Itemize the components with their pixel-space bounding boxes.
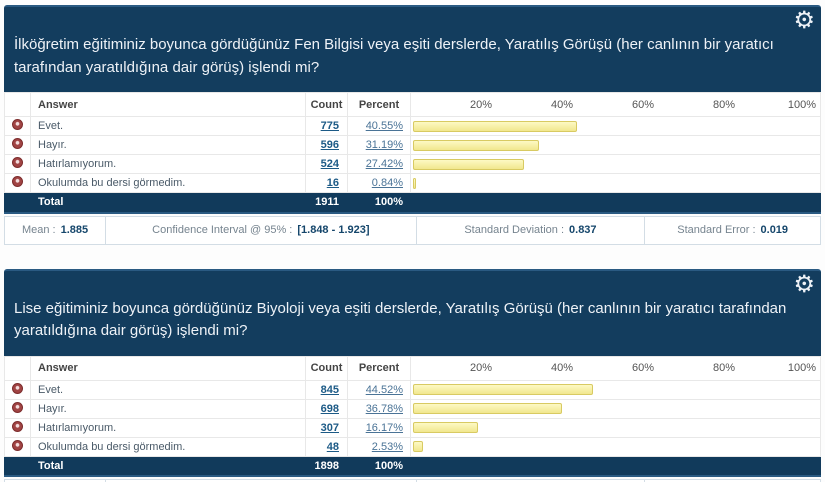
answer-label: Hayır. bbox=[30, 398, 306, 419]
answer-row: Hayır. 596 31.19% bbox=[4, 135, 821, 155]
count-link[interactable]: 845 bbox=[320, 383, 339, 396]
results-table-2: Answer Count Percent 20% 40% 60% 80% 100… bbox=[4, 355, 821, 477]
scale-tick-label: 60% bbox=[631, 98, 654, 111]
question-panel-2: ⚙ Lise eğitiminiz boyunca gördüğünüz Biy… bbox=[4, 268, 821, 482]
percent-bar bbox=[413, 177, 417, 189]
scale-tick-label: 60% bbox=[631, 362, 654, 374]
scale-tick-label: 40% bbox=[550, 98, 573, 111]
answer-label: Evet. bbox=[30, 379, 306, 400]
settings-gear-icon[interactable]: ⚙ bbox=[793, 6, 815, 34]
answer-label: Hayır. bbox=[30, 135, 306, 155]
total-count: 1898 bbox=[305, 455, 348, 477]
total-count: 1911 bbox=[305, 192, 348, 214]
mean-stat: Mean :1.767 bbox=[4, 479, 107, 482]
icon-column-header bbox=[4, 92, 31, 117]
filter-response-icon[interactable] bbox=[12, 439, 23, 451]
count-link[interactable]: 698 bbox=[320, 402, 339, 415]
total-row: Total 1898 100% bbox=[4, 455, 821, 477]
percent-bar bbox=[413, 422, 479, 433]
percent-link[interactable]: 31.19% bbox=[365, 139, 403, 151]
scale-tick-label: 20% bbox=[469, 98, 492, 111]
table-header-row: Answer Count Percent 20% 40% 60% 80% 100… bbox=[4, 355, 821, 381]
percent-column-header: Percent bbox=[347, 92, 411, 117]
scale-tick-label: 40% bbox=[550, 362, 573, 374]
scale-tick-label: 100% bbox=[787, 98, 816, 111]
percent-link[interactable]: 2.53% bbox=[371, 440, 403, 453]
percent-scale-header: 20% 40% 60% 80% 100% bbox=[410, 355, 821, 381]
scale-tick-label: 20% bbox=[469, 362, 492, 374]
filter-response-icon[interactable] bbox=[12, 382, 23, 394]
total-row: Total 1911 100% bbox=[4, 192, 821, 214]
question-text: İlköğretim eğitiminiz boyunca gördüğünüz… bbox=[14, 36, 774, 76]
count-link[interactable]: 16 bbox=[326, 177, 339, 189]
scale-tick-label: 80% bbox=[712, 362, 735, 374]
filter-response-icon[interactable] bbox=[12, 420, 23, 432]
count-link[interactable]: 48 bbox=[326, 440, 339, 453]
question-header-1: ⚙ İlköğretim eğitiminiz boyunca gördüğün… bbox=[4, 5, 821, 92]
total-percent: 100% bbox=[347, 192, 411, 214]
percent-link[interactable]: 36.78% bbox=[365, 402, 403, 415]
percent-bar bbox=[413, 120, 578, 132]
answer-row: Hatırlamıyorum. 307 16.17% bbox=[4, 417, 821, 438]
answer-row: Okulumda bu dersi görmedim. 16 0.84% bbox=[4, 173, 821, 193]
answer-row: Okulumda bu dersi görmedim. 48 2.53% bbox=[4, 436, 821, 457]
answer-row: Evet. 845 44.52% bbox=[4, 379, 821, 400]
count-link[interactable]: 775 bbox=[320, 120, 339, 132]
question-text: Lise eğitiminiz boyunca gördüğünüz Biyol… bbox=[14, 299, 787, 340]
percent-column-header: Percent bbox=[347, 355, 411, 381]
filter-response-icon[interactable] bbox=[12, 401, 23, 413]
filter-response-icon[interactable] bbox=[12, 138, 23, 149]
standard-deviation-stat: Standard Deviation :0.837 bbox=[416, 215, 646, 245]
total-label: Total bbox=[30, 455, 306, 477]
filter-response-icon[interactable] bbox=[12, 176, 23, 187]
percent-link[interactable]: 40.55% bbox=[365, 120, 403, 132]
percent-link[interactable]: 0.84% bbox=[371, 177, 403, 189]
confidence-interval-stat: Confidence Interval @ 95% :[1.731 - 1.80… bbox=[106, 479, 417, 482]
answer-row: Hatırlamıyorum. 524 27.42% bbox=[4, 154, 821, 174]
scale-tick-label: 100% bbox=[787, 362, 816, 374]
standard-error-stat: Standard Error :0.019 bbox=[645, 479, 821, 482]
percent-bar bbox=[413, 384, 594, 395]
percent-link[interactable]: 27.42% bbox=[365, 158, 403, 170]
percent-link[interactable]: 16.17% bbox=[365, 421, 403, 434]
count-link[interactable]: 596 bbox=[320, 139, 339, 151]
percent-link[interactable]: 44.52% bbox=[365, 383, 403, 396]
summary-stats-row: Mean :1.885 Confidence Interval @ 95% :[… bbox=[4, 215, 821, 245]
results-table-1: Answer Count Percent 20% 40% 60% 80% 100… bbox=[4, 92, 821, 214]
count-link[interactable]: 524 bbox=[320, 158, 339, 170]
percent-bar bbox=[413, 441, 424, 452]
percent-bar bbox=[413, 158, 525, 170]
answer-row: Evet. 775 40.55% bbox=[4, 116, 821, 136]
question-header-2: ⚙ Lise eğitiminiz boyunca gördüğünüz Biy… bbox=[4, 268, 821, 356]
icon-column-header bbox=[4, 355, 31, 381]
confidence-interval-stat: Confidence Interval @ 95% : [1.848 - 1.92… bbox=[106, 215, 417, 245]
answer-row: Hayır. 698 36.78% bbox=[4, 398, 821, 419]
answer-label: Hatırlamıyorum. bbox=[30, 154, 306, 174]
total-label: Total bbox=[30, 192, 306, 214]
answer-label: Hatırlamıyorum. bbox=[30, 417, 306, 438]
table-header-row: Answer Count Percent 20% 40% 60% 80% 100… bbox=[4, 92, 821, 117]
answer-label: Okulumda bu dersi görmedim. bbox=[30, 436, 306, 457]
standard-deviation-stat: Standard Deviation :0.809 bbox=[416, 479, 646, 482]
percent-scale-header: 20% 40% 60% 80% 100% bbox=[410, 92, 821, 117]
count-column-header: Count bbox=[305, 92, 348, 117]
answer-label: Okulumda bu dersi görmedim. bbox=[30, 173, 306, 193]
filter-response-icon[interactable] bbox=[12, 119, 23, 130]
answer-column-header: Answer bbox=[30, 92, 306, 117]
scale-tick-label: 80% bbox=[712, 98, 735, 111]
standard-error-stat: Standard Error :0.019 bbox=[645, 215, 821, 245]
percent-bar bbox=[413, 139, 540, 151]
question-panel-1: ⚙ İlköğretim eğitiminiz boyunca gördüğün… bbox=[4, 5, 821, 245]
answer-column-header: Answer bbox=[30, 355, 306, 381]
mean-stat: Mean :1.885 bbox=[4, 215, 107, 245]
filter-response-icon[interactable] bbox=[12, 157, 23, 168]
count-link[interactable]: 307 bbox=[320, 421, 339, 434]
percent-bar bbox=[413, 403, 562, 414]
summary-stats-row: Mean :1.767 Confidence Interval @ 95% :[… bbox=[4, 479, 821, 482]
settings-gear-icon[interactable]: ⚙ bbox=[793, 269, 815, 298]
answer-label: Evet. bbox=[30, 116, 306, 136]
total-percent: 100% bbox=[347, 455, 411, 477]
count-column-header: Count bbox=[305, 355, 348, 381]
